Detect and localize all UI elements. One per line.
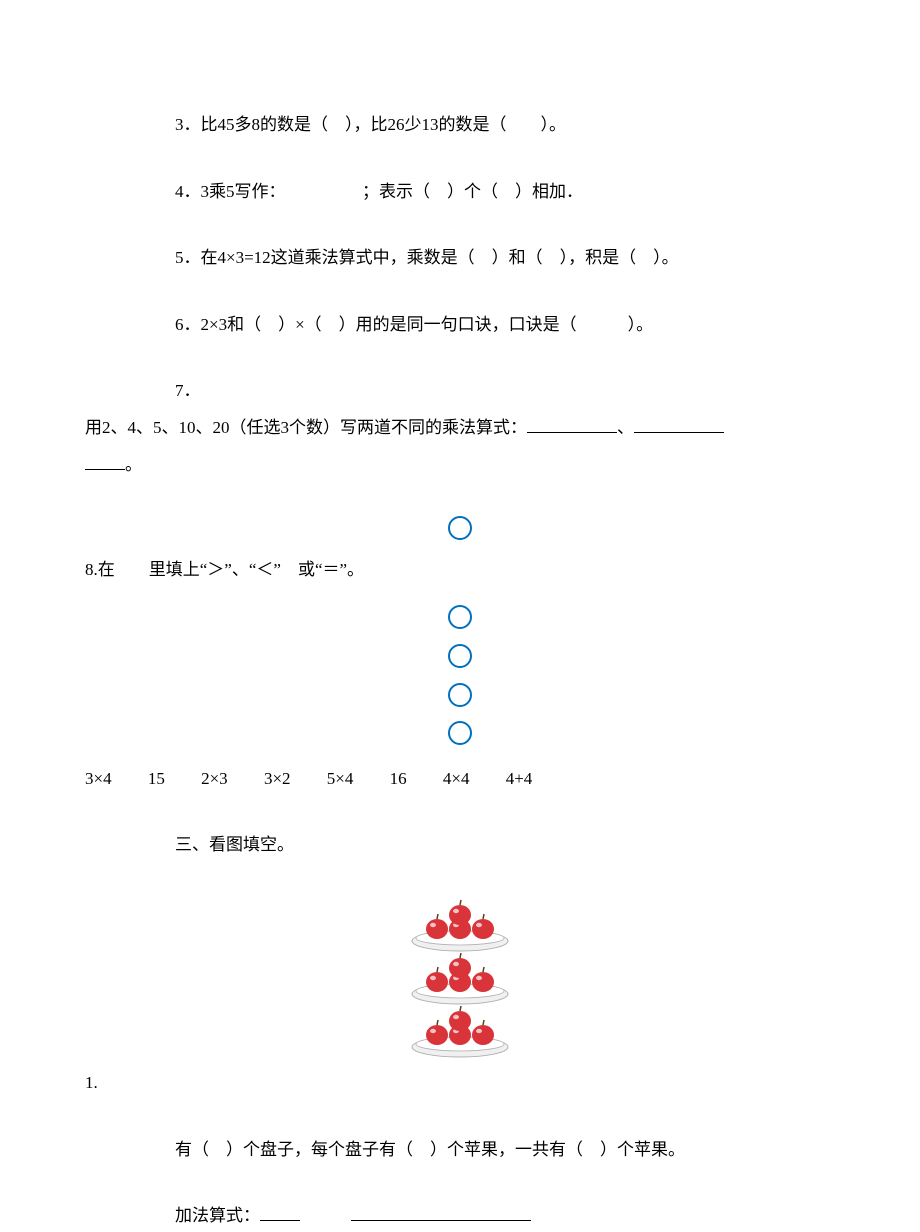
circle-icon [448,683,472,707]
circle-icon [448,644,472,668]
q7-number: 7． [175,381,201,400]
q4-text: 3乘5写作： ；表示（ ）个（ ）相加． [201,182,584,201]
expr: 3×2 [264,764,291,795]
blank[interactable] [527,416,617,433]
close-quote: ” [339,560,347,579]
q5-text: 在4×3=12这道乘法算式中，乘数是（ ）和（ ），积是（ ）。 [201,248,679,267]
expr: 5×4 [327,764,354,795]
question-8-prompt: 8.在 里填上“＞”、“＜” 或“＝”。 [0,555,920,586]
picture-q1-label: 1. [0,1068,920,1099]
q4-number: 4． [175,182,201,201]
expr: 2×3 [201,764,228,795]
expr: 16 [390,764,407,795]
question-6: 6．2×3和（ ）×（ ）用的是同一句口诀，口诀是（ ）。 [0,310,920,341]
circle-placeholder [0,721,920,756]
circle-placeholder [0,516,920,551]
apple-plate-icon [405,950,515,1006]
expr: 4×4 [443,764,470,795]
q6-text: 2×3和（ ）×（ ）用的是同一句口诀，口诀是（ ）。 [201,315,654,334]
circle-placeholder [0,605,920,640]
expr: 4+4 [506,764,533,795]
p1-addition: 加法算式： [0,1201,920,1232]
q8-number: 8. [85,560,98,579]
plate [0,897,920,956]
close-quote: ” [273,560,281,579]
p1-number: 1. [85,1073,98,1092]
blank[interactable] [260,1204,300,1221]
circle-icon [448,721,472,745]
close-quote: ” [224,560,232,579]
q3-number: 3． [175,115,201,134]
plate [0,1003,920,1062]
q6-number: 6． [175,315,201,334]
sep: 、 [232,560,249,579]
q8-expressions: 3×4 15 2×3 3×2 5×4 16 4×4 4+4 [0,764,920,795]
question-7: 7． 用2、4、5、10、20（任选3个数）写两道不同的乘法算式： 、 。 [0,376,920,480]
section-3-title: 三、看图填空。 [0,830,920,861]
blank[interactable] [634,416,724,433]
q7-tail: 。 [125,455,142,474]
circle-placeholder [0,644,920,679]
question-3: 3．比45多8的数是（ ），比26少13的数是（ ）。 [0,110,920,141]
add-prefix: 加法算式： [175,1206,260,1225]
blank[interactable] [351,1204,531,1221]
expr: 3×4 [85,764,112,795]
q7-text: 用2、4、5、10、20（任选3个数）写两道不同的乘法算式： [85,418,527,437]
apple-plates [0,897,920,1062]
eq-symbol: ＝ [322,560,339,579]
circle-placeholder [0,683,920,718]
p1-text: 有（ ）个盘子，每个盘子有（ ）个苹果，一共有（ ）个苹果。 [175,1140,685,1159]
q5-number: 5． [175,248,201,267]
blank[interactable] [85,453,125,470]
apple-plate-icon [405,897,515,953]
gt-symbol: ＞ [207,560,224,579]
lt-symbol: ＜ [256,560,273,579]
question-5: 5．在4×3=12这道乘法算式中，乘数是（ ）和（ ），积是（ ）。 [0,243,920,274]
question-4: 4．3乘5写作： ；表示（ ）个（ ）相加． [0,177,920,208]
apple-plate-icon [405,1003,515,1059]
q3-text: 比45多8的数是（ ），比26少13的数是（ ）。 [201,115,567,134]
plate [0,950,920,1009]
p1-sentence: 有（ ）个盘子，每个盘子有（ ）个苹果，一共有（ ）个苹果。 [0,1135,920,1166]
period: 。 [347,560,364,579]
q8-prefix: 在 里填上 [98,560,200,579]
expr: 15 [148,764,165,795]
section-3-text: 三、看图填空。 [175,835,294,854]
or: 或 [298,560,315,579]
circle-icon [448,605,472,629]
circle-icon [448,516,472,540]
q7-sep: 、 [617,418,634,437]
